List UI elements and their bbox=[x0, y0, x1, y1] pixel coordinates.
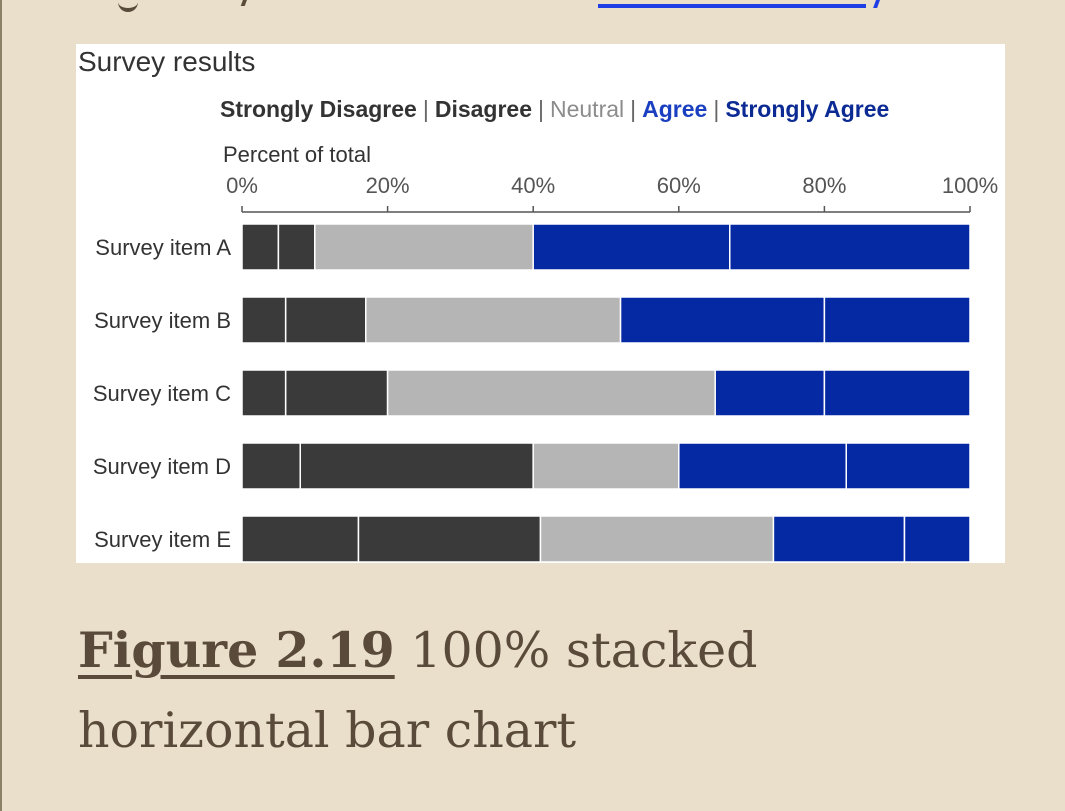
figure-caption-text: 100% stacked horizontal bar chart bbox=[78, 622, 758, 759]
category-label: Survey item B bbox=[94, 308, 231, 333]
figure-caption: Figure 2.19 100% stacked horizontal bar … bbox=[78, 610, 978, 771]
category-label: Survey item D bbox=[93, 454, 231, 479]
bar-segment bbox=[241, 369, 287, 417]
bar-segment bbox=[299, 442, 534, 490]
bar-segment bbox=[823, 296, 971, 344]
x-tick-label: 60% bbox=[657, 173, 701, 198]
legend-item: Neutral bbox=[549, 96, 625, 122]
bar-segment bbox=[241, 223, 280, 271]
x-tick-label: 20% bbox=[366, 173, 410, 198]
bar-segment bbox=[241, 296, 287, 344]
bar-segment bbox=[619, 296, 826, 344]
bar-segment bbox=[284, 369, 389, 417]
legend-separator: | bbox=[630, 96, 637, 122]
text-fragment-mark bbox=[232, 0, 252, 6]
bar-segment bbox=[357, 515, 542, 563]
x-axis-label: Percent of total bbox=[223, 142, 371, 167]
bar-segment bbox=[539, 515, 775, 563]
bar-segment bbox=[903, 515, 971, 563]
legend-separator: | bbox=[538, 96, 544, 122]
chart-card: Survey results Strongly Disagree | Disagre… bbox=[76, 44, 1005, 563]
legend-item: Disagree bbox=[434, 96, 532, 122]
category-label: Survey item E bbox=[94, 527, 231, 552]
link-underline-fragment[interactable] bbox=[598, 4, 866, 8]
x-tick-label: 40% bbox=[511, 173, 555, 198]
bar-segment bbox=[277, 223, 316, 271]
text-fragment-mark bbox=[118, 0, 138, 12]
legend-separator: | bbox=[713, 96, 720, 122]
bar-segment bbox=[823, 369, 971, 417]
previous-text-fragment bbox=[0, 0, 1065, 14]
x-tick-label: 100% bbox=[942, 173, 998, 198]
page-edge-rule bbox=[0, 0, 2, 811]
bar-segment bbox=[365, 296, 622, 344]
legend-item: Strongly Agree bbox=[725, 96, 890, 122]
link-fragment-mark bbox=[865, 0, 883, 8]
category-label: Survey item A bbox=[95, 235, 231, 260]
chart-plot-area: Percent of total 0% 20% 40% 60% 80% 100% Survey… bbox=[93, 142, 998, 563]
bar-segment bbox=[678, 442, 847, 490]
legend-item: Agree bbox=[642, 96, 708, 122]
x-tick-label: 0% bbox=[226, 173, 258, 198]
bar-segment bbox=[314, 223, 534, 271]
figure-reference-link[interactable]: Figure 2.19 bbox=[78, 621, 395, 679]
bar-segment bbox=[729, 223, 971, 271]
chart-title: Survey results bbox=[78, 46, 256, 77]
bar-segment bbox=[532, 442, 680, 490]
chart-legend: Strongly Disagree | Disagree | Neutral | Agree… bbox=[220, 96, 889, 123]
legend-item: Strongly Disagree bbox=[220, 96, 417, 122]
bar-segment bbox=[845, 442, 971, 490]
bar-segment bbox=[772, 515, 906, 563]
x-tick-label: 80% bbox=[802, 173, 846, 198]
legend-separator: | bbox=[422, 96, 429, 122]
bar-segment bbox=[532, 223, 731, 271]
bar-segment bbox=[241, 515, 360, 563]
category-label: Survey item C bbox=[93, 381, 231, 406]
bar-segment bbox=[284, 296, 367, 344]
bar-segment bbox=[714, 369, 826, 417]
bar-segment bbox=[386, 369, 716, 417]
bar-segment bbox=[241, 442, 301, 490]
